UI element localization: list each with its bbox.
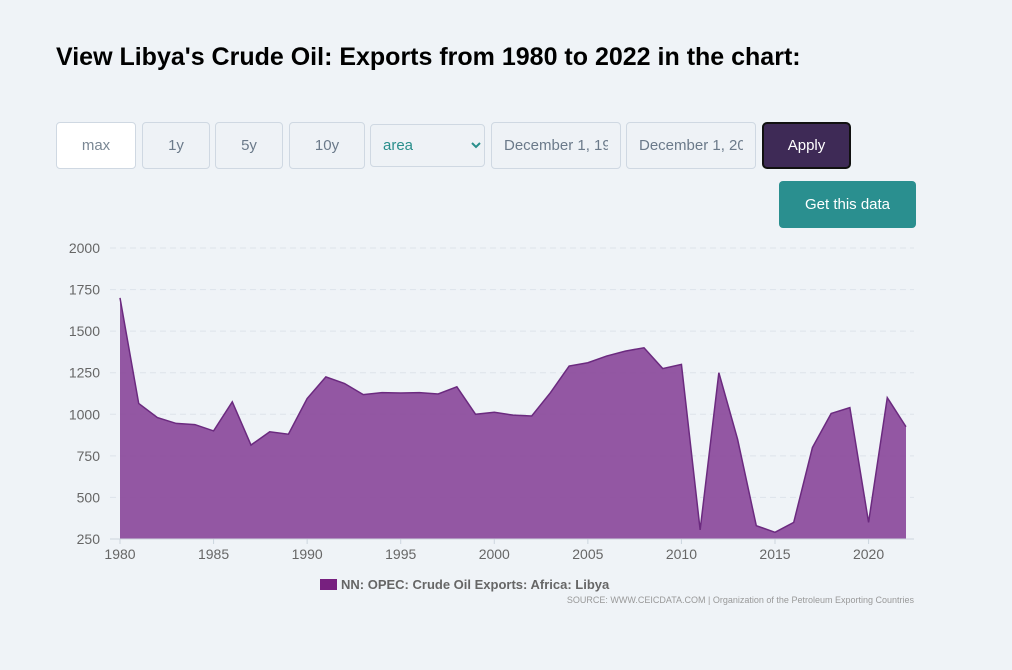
data-point-2010[interactable] xyxy=(681,364,682,365)
data-point-2018[interactable] xyxy=(831,413,832,414)
chart-legend[interactable]: NN: OPEC: Crude Oil Exports: Africa: Lib… xyxy=(320,577,609,592)
apply-button[interactable]: Apply xyxy=(762,122,851,169)
chart-axes: 250 500 750 1000 1250 1500 1750 2000 1980 1985 199… xyxy=(69,240,914,562)
y-tick-label-500: 500 xyxy=(77,489,101,505)
data-point-1996[interactable] xyxy=(419,392,420,393)
data-point-2003[interactable] xyxy=(550,392,551,393)
y-tick-label-250: 250 xyxy=(77,531,101,547)
data-point-2011[interactable] xyxy=(700,529,701,530)
data-point-1987[interactable] xyxy=(251,445,252,446)
y-tick-label-2000: 2000 xyxy=(69,240,100,256)
data-point-1998[interactable] xyxy=(456,386,457,387)
data-point-2006[interactable] xyxy=(606,356,607,357)
legend-label: NN: OPEC: Crude Oil Exports: Africa: Lib… xyxy=(341,577,610,592)
y-tick-label-750: 750 xyxy=(77,448,101,464)
data-point-2007[interactable] xyxy=(625,351,626,352)
series-area xyxy=(120,297,906,539)
x-tick-label-1990: 1990 xyxy=(292,546,323,562)
data-point-1980[interactable] xyxy=(120,297,121,298)
data-point-1995[interactable] xyxy=(400,393,401,394)
data-point-2019[interactable] xyxy=(849,407,850,408)
data-point-2009[interactable] xyxy=(662,368,663,369)
data-point-1993[interactable] xyxy=(363,394,364,395)
data-point-1981[interactable] xyxy=(138,403,139,404)
data-point-1986[interactable] xyxy=(232,401,233,402)
chart-type-select[interactable]: arealinebar xyxy=(370,124,485,167)
y-tick-label-1000: 1000 xyxy=(69,406,100,422)
data-point-2014[interactable] xyxy=(756,525,757,526)
chart-series xyxy=(119,297,907,539)
data-point-2013[interactable] xyxy=(737,439,738,440)
data-point-1991[interactable] xyxy=(325,376,326,377)
start-date-input[interactable] xyxy=(491,122,621,169)
data-point-2008[interactable] xyxy=(644,347,645,348)
data-point-2015[interactable] xyxy=(775,532,776,533)
data-point-1985[interactable] xyxy=(213,430,214,431)
data-point-1982[interactable] xyxy=(157,417,158,418)
x-tick-label-2005: 2005 xyxy=(572,546,603,562)
data-point-2016[interactable] xyxy=(793,522,794,523)
x-tick-label-1995: 1995 xyxy=(385,546,416,562)
end-date-input[interactable] xyxy=(626,122,756,169)
x-tick-label-1985: 1985 xyxy=(198,546,229,562)
data-point-1992[interactable] xyxy=(344,383,345,384)
data-point-2022[interactable] xyxy=(906,426,907,427)
data-point-2017[interactable] xyxy=(812,447,813,448)
data-point-2001[interactable] xyxy=(513,415,514,416)
get-data-button[interactable]: Get this data xyxy=(779,181,916,228)
legend-swatch xyxy=(320,579,337,590)
y-tick-label-1750: 1750 xyxy=(69,282,100,298)
area-chart: 250 500 750 1000 1250 1500 1750 2000 1980 1985 199… xyxy=(69,240,914,562)
data-point-2000[interactable] xyxy=(494,412,495,413)
data-point-1989[interactable] xyxy=(288,434,289,435)
x-tick-label-1980: 1980 xyxy=(104,546,135,562)
data-point-2021[interactable] xyxy=(887,397,888,398)
x-tick-label-2010: 2010 xyxy=(666,546,697,562)
x-tick-label-2015: 2015 xyxy=(759,546,790,562)
data-point-2005[interactable] xyxy=(587,362,588,363)
range-5y-button[interactable]: 5y xyxy=(215,122,283,169)
data-point-1990[interactable] xyxy=(307,398,308,399)
y-tick-label-1500: 1500 xyxy=(69,323,100,339)
series-line xyxy=(119,297,907,534)
data-point-2020[interactable] xyxy=(868,522,869,523)
range-1y-button[interactable]: 1y xyxy=(142,122,210,169)
data-point-1994[interactable] xyxy=(382,392,383,393)
data-point-2002[interactable] xyxy=(531,415,532,416)
range-max-button[interactable]: max xyxy=(56,122,136,169)
data-point-1999[interactable] xyxy=(475,414,476,415)
data-point-1984[interactable] xyxy=(194,424,195,425)
x-tick-label-2000: 2000 xyxy=(479,546,510,562)
x-tick-label-2020: 2020 xyxy=(853,546,884,562)
data-point-2012[interactable] xyxy=(718,372,719,373)
range-10y-button[interactable]: 10y xyxy=(289,122,365,169)
data-point-1988[interactable] xyxy=(269,431,270,432)
source-note: SOURCE: WWW.CEICDATA.COM | Organization … xyxy=(566,595,914,605)
data-point-1983[interactable] xyxy=(176,423,177,424)
y-tick-label-1250: 1250 xyxy=(69,365,100,381)
data-point-1997[interactable] xyxy=(438,393,439,394)
page-title: View Libya's Crude Oil: Exports from 198… xyxy=(56,43,801,71)
chart-controls: max 1y 5y 10y arealinebar Apply Get this… xyxy=(56,122,916,232)
data-point-2004[interactable] xyxy=(569,366,570,367)
